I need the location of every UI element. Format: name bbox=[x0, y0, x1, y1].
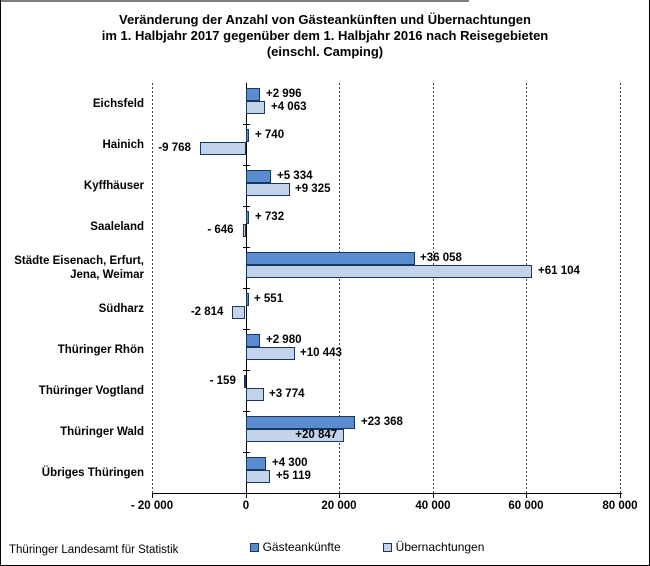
chart-title-line3: (einschl. Camping) bbox=[266, 44, 384, 59]
bar-uebernachtungen bbox=[246, 429, 344, 442]
value-label: + 732 bbox=[255, 211, 285, 223]
value-label: - 159 bbox=[209, 375, 236, 387]
bar-gaesteankuenfte bbox=[246, 416, 355, 429]
bar-gaesteankuenfte bbox=[246, 457, 266, 470]
bar-uebernachtungen bbox=[200, 142, 246, 155]
bar-uebernachtungen bbox=[232, 306, 245, 319]
category-label: Südharz bbox=[98, 302, 144, 315]
category-tick bbox=[243, 288, 250, 289]
category-label: Saaleland bbox=[90, 220, 144, 233]
legend-item-uebernachtungen: Übernachtungen bbox=[382, 540, 485, 554]
value-label: +20 847 bbox=[295, 429, 338, 441]
category-label: Übriges Thüringen bbox=[41, 466, 144, 479]
category-tick bbox=[243, 452, 250, 453]
bar-gaesteankuenfte bbox=[246, 252, 415, 265]
value-label: +5 119 bbox=[276, 470, 311, 482]
bar-uebernachtungen bbox=[246, 183, 290, 196]
category-label: Städte Eisenach, Erfurt, Jena, Weimar bbox=[14, 254, 144, 281]
value-label: + 740 bbox=[255, 129, 285, 141]
plot-top-border bbox=[1, 0, 469, 2]
value-label: +2 996 bbox=[266, 88, 302, 100]
bar-gaesteankuenfte bbox=[246, 293, 249, 306]
category-tick bbox=[243, 370, 250, 371]
chart-title-line1: Veränderung der Anzahl von Gästeankünfte… bbox=[119, 12, 531, 27]
category-tick bbox=[243, 329, 250, 330]
plot-area: - 20 000 0 20 000 40 000 60 000 80 000 Eichsfe… bbox=[1, 0, 649, 512]
gridline bbox=[620, 83, 621, 493]
x-tick bbox=[246, 493, 247, 498]
x-tick-label: 20 000 bbox=[321, 500, 357, 512]
category-label: Thüringer Rhön bbox=[57, 343, 144, 356]
x-tick bbox=[433, 493, 434, 498]
source-label: Thüringer Landesamt für Statistik bbox=[9, 544, 179, 556]
legend-item-gaesteankuenfte: Gästeankünfte bbox=[249, 540, 341, 554]
legend-label: Gästeankünfte bbox=[262, 540, 341, 554]
chart-title-line2: im 1. Halbjahr 2017 gegenüber dem 1. Hal… bbox=[101, 28, 549, 43]
x-tick-label: 40 000 bbox=[415, 500, 451, 512]
category-label: Thüringer Wald bbox=[60, 425, 144, 438]
value-label: -2 814 bbox=[190, 306, 224, 318]
value-label: +4 300 bbox=[272, 457, 308, 469]
bar-gaesteankuenfte bbox=[244, 375, 246, 388]
x-tick bbox=[152, 493, 153, 498]
bar-uebernachtungen bbox=[246, 101, 265, 114]
legend-swatch-uebernachtungen bbox=[382, 542, 392, 552]
bar-gaesteankuenfte bbox=[246, 334, 260, 347]
value-label: +3 774 bbox=[269, 388, 305, 400]
legend-label: Übernachtungen bbox=[395, 540, 485, 554]
gridline bbox=[152, 83, 153, 493]
value-label: +23 368 bbox=[361, 416, 403, 428]
bar-uebernachtungen bbox=[246, 388, 264, 401]
category-label: Eichsfeld bbox=[92, 97, 144, 110]
gridline bbox=[526, 83, 527, 493]
value-label: -9 768 bbox=[158, 142, 191, 154]
category-tick bbox=[243, 247, 250, 248]
value-label: - 646 bbox=[207, 224, 234, 236]
category-label: Hainich bbox=[102, 138, 144, 151]
bar-uebernachtungen bbox=[246, 470, 270, 483]
x-tick-label: 80 000 bbox=[602, 500, 638, 512]
bar-uebernachtungen bbox=[246, 265, 532, 278]
value-label: +2 980 bbox=[266, 334, 302, 346]
category-label: Kyffhäuser bbox=[83, 179, 144, 192]
category-tick bbox=[243, 124, 250, 125]
category-tick bbox=[243, 165, 250, 166]
value-label: +10 443 bbox=[300, 347, 342, 359]
x-tick-label: - 20 000 bbox=[130, 500, 174, 512]
value-label: + 551 bbox=[254, 293, 284, 305]
category-tick bbox=[243, 206, 250, 207]
bar-uebernachtungen bbox=[246, 347, 295, 360]
x-tick bbox=[339, 493, 340, 498]
value-label: +61 104 bbox=[538, 265, 580, 277]
x-tick-label: 0 bbox=[242, 500, 250, 512]
x-axis-line bbox=[152, 493, 622, 494]
bar-gaesteankuenfte bbox=[246, 88, 260, 101]
value-label: +4 063 bbox=[271, 101, 307, 113]
x-tick bbox=[620, 493, 621, 498]
bar-uebernachtungen bbox=[243, 224, 246, 237]
gridline bbox=[339, 83, 340, 493]
legend-swatch-gaesteankuenfte bbox=[249, 542, 259, 552]
bar-gaesteankuenfte bbox=[246, 170, 271, 183]
x-tick-label: 60 000 bbox=[508, 500, 544, 512]
gridline bbox=[433, 83, 434, 493]
value-label: +9 325 bbox=[295, 183, 331, 195]
category-label: Thüringer Vogtland bbox=[38, 384, 144, 397]
bar-gaesteankuenfte bbox=[246, 129, 249, 142]
x-tick bbox=[526, 493, 527, 498]
value-label: +5 334 bbox=[277, 170, 313, 182]
bar-gaesteankuenfte bbox=[246, 211, 249, 224]
value-label: +36 058 bbox=[420, 252, 462, 264]
category-tick bbox=[243, 411, 250, 412]
legend: Gästeankünfte Übernachtungen bbox=[85, 540, 649, 554]
chart-title: Veränderung der Anzahl von Gästeankünfte… bbox=[41, 12, 609, 60]
